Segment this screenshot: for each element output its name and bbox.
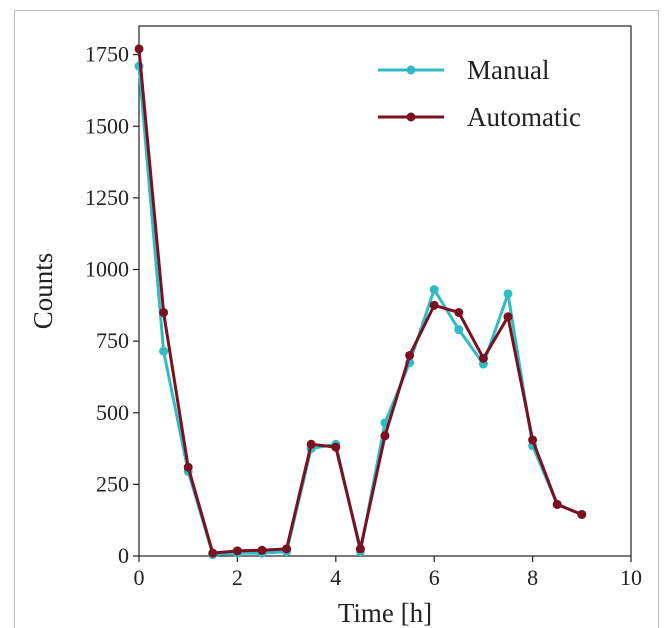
legend: Manual Automatic (378, 55, 581, 132)
legend-marker (406, 65, 416, 75)
legend-marker (406, 112, 416, 122)
y-tick-label: 500 (96, 400, 129, 425)
data-point (134, 44, 144, 54)
data-point (380, 431, 390, 441)
data-point (503, 289, 513, 299)
series-automatic (134, 44, 587, 558)
data-point (577, 509, 587, 519)
series-line (137, 65, 583, 557)
y-tick-label: 0 (118, 543, 129, 568)
y-tick-label: 1250 (85, 185, 129, 210)
data-point (183, 462, 193, 472)
series-layer (134, 44, 587, 560)
data-point (405, 350, 415, 360)
y-tick-label: 250 (96, 471, 129, 496)
figure-frame (14, 10, 659, 628)
x-axis-label: Time [h] (338, 598, 432, 628)
data-point (282, 544, 292, 554)
axes-box (138, 25, 632, 557)
data-point (528, 435, 538, 445)
y-tick-label: 1750 (85, 42, 129, 67)
data-point (454, 307, 464, 317)
y-axis-ticks: 0 250 500 750 1000 1250 1500 1750 (85, 42, 139, 568)
y-tick-label: 1000 (85, 257, 129, 282)
x-tick-label: 2 (232, 565, 243, 590)
data-point (552, 499, 562, 509)
data-point (503, 312, 513, 322)
x-axis-ticks: 0 2 4 6 8 10 (134, 556, 642, 590)
data-point (159, 346, 169, 356)
legend-item-manual: Manual (378, 55, 549, 85)
legend-item-automatic: Automatic (378, 102, 581, 132)
x-tick-label: 0 (134, 565, 145, 590)
legend-label: Automatic (467, 102, 581, 132)
legend-label: Manual (467, 55, 549, 85)
y-tick-label: 1500 (85, 113, 129, 138)
data-point (257, 545, 267, 555)
y-tick-label: 750 (96, 328, 129, 353)
x-tick-label: 8 (527, 565, 538, 590)
y-axis-label: Counts (28, 253, 58, 330)
data-point (429, 285, 439, 295)
data-point (429, 300, 439, 310)
data-point (478, 353, 488, 363)
x-tick-label: 10 (620, 565, 642, 590)
data-point (159, 307, 169, 317)
data-point (208, 548, 218, 558)
data-point (355, 544, 365, 554)
series-manual (134, 61, 587, 560)
data-point (232, 546, 242, 556)
data-point (331, 442, 341, 452)
plot-area (138, 25, 632, 557)
data-point (306, 439, 316, 449)
x-tick-label: 6 (429, 565, 440, 590)
data-point (454, 325, 464, 335)
x-tick-label: 4 (330, 565, 341, 590)
